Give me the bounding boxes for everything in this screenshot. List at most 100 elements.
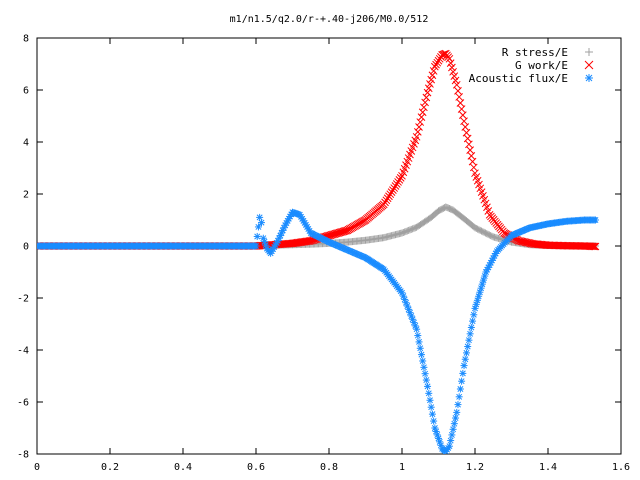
x-tick-label: 1.6 <box>612 462 630 473</box>
y-tick-label: 6 <box>23 86 29 97</box>
data-point <box>254 223 262 231</box>
data-point <box>428 410 436 418</box>
data-point <box>413 325 421 333</box>
y-tick-label: 2 <box>23 190 29 201</box>
x-tick-label: 1.2 <box>466 462 484 473</box>
data-point <box>457 105 466 113</box>
x-tick-label: 1.4 <box>539 462 557 473</box>
legend-entry: Acoustic flux/E <box>469 72 593 85</box>
data-point <box>445 54 454 63</box>
data-point <box>453 408 461 416</box>
data-point <box>417 351 425 359</box>
x-tick-label: 0.8 <box>320 462 338 473</box>
data-point <box>454 401 462 409</box>
y-tick-label: 4 <box>23 138 29 149</box>
data-point <box>420 363 428 371</box>
data-point <box>252 242 260 250</box>
data-point <box>476 288 484 296</box>
data-point <box>425 389 433 397</box>
data-point <box>426 396 434 404</box>
legend-marker <box>585 74 593 82</box>
data-point <box>413 128 422 136</box>
legend-marker <box>584 60 594 70</box>
data-point <box>450 72 459 80</box>
data-point <box>423 88 432 97</box>
data-point <box>430 417 438 425</box>
data-point <box>589 242 597 251</box>
data-point <box>466 330 474 338</box>
data-point <box>342 226 350 235</box>
data-point <box>256 213 264 221</box>
data-point <box>430 62 439 71</box>
data-point <box>391 182 400 190</box>
data-point <box>395 176 404 184</box>
data-point <box>382 196 391 205</box>
data-point <box>464 343 472 351</box>
axis-ticks <box>36 37 622 455</box>
data-point <box>590 242 599 251</box>
data-point <box>385 192 393 201</box>
data-point <box>381 198 389 207</box>
data-point <box>416 344 424 352</box>
data-point <box>427 75 436 84</box>
data-point <box>262 241 270 249</box>
data-point <box>419 357 427 365</box>
data-point <box>257 219 265 227</box>
legend-entry: G work/E <box>515 59 594 72</box>
data-point <box>446 59 455 67</box>
data-point <box>458 111 467 119</box>
data-point <box>450 420 458 428</box>
data-point <box>475 292 483 300</box>
data-point <box>416 118 425 126</box>
data-point <box>414 332 422 340</box>
data-point <box>253 232 261 240</box>
data-point <box>451 76 460 85</box>
data-point <box>456 99 465 107</box>
data-point <box>387 188 396 196</box>
data-point <box>469 317 477 325</box>
data-point <box>427 403 435 411</box>
legend-label: Acoustic flux/E <box>469 72 568 85</box>
data-point <box>448 431 456 439</box>
x-tick-label: 0.6 <box>247 462 265 473</box>
data-point <box>417 113 426 122</box>
data-point <box>455 93 464 101</box>
data-point <box>470 311 478 319</box>
data-point <box>480 276 488 284</box>
data-point <box>452 80 461 89</box>
data-point <box>421 370 429 378</box>
data-point <box>383 194 392 203</box>
data-point <box>340 227 349 235</box>
legend-label: G work/E <box>515 59 568 72</box>
data-point <box>394 178 402 186</box>
data-point <box>428 71 437 80</box>
data-point <box>415 338 423 346</box>
data-point <box>591 242 600 251</box>
data-point <box>389 186 397 194</box>
data-point <box>433 58 442 67</box>
data-point <box>259 234 267 242</box>
legend-label: R stress/E <box>502 46 568 59</box>
series-layer <box>37 49 600 454</box>
data-point <box>424 382 432 390</box>
x-tick-label: 1 <box>399 462 405 473</box>
y-tick-label: -2 <box>17 294 29 305</box>
data-point <box>418 108 427 117</box>
data-point <box>462 349 470 357</box>
x-tick-label: 0.4 <box>174 462 192 473</box>
data-point <box>396 173 405 182</box>
y-tick-label: -8 <box>17 450 29 461</box>
data-point <box>422 93 431 102</box>
data-point <box>465 336 473 344</box>
series-star-markers <box>37 208 599 454</box>
data-point <box>467 323 475 331</box>
legend-entry: R stress/E <box>502 46 593 59</box>
data-point <box>432 427 440 435</box>
y-tick-label: -6 <box>17 398 29 409</box>
data-point <box>445 442 453 450</box>
data-point <box>447 437 455 445</box>
data-point <box>424 84 433 93</box>
data-point <box>449 425 457 433</box>
